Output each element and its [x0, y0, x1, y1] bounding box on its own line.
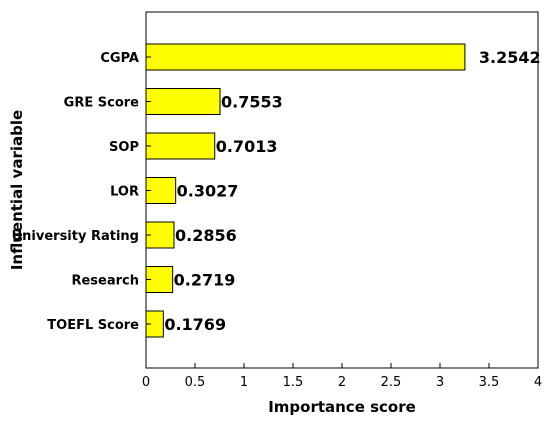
- x-tick-label: 0: [142, 375, 150, 390]
- category-label: SOP: [109, 140, 139, 155]
- x-tick-label: 3.5: [479, 375, 500, 390]
- data-label: 0.7013: [216, 137, 278, 156]
- category-label: University Rating: [12, 229, 139, 244]
- bar-cgpa: [145, 43, 466, 71]
- x-tick-label: 1: [240, 375, 248, 390]
- bar-sop: [145, 132, 216, 160]
- x-tick-label: 2.5: [381, 375, 402, 390]
- category-label: CGPA: [100, 51, 139, 66]
- data-label: 0.3027: [177, 182, 239, 201]
- category-labels-group: CGPA GRE Score SOP LOR University Rating Rese…: [12, 51, 151, 333]
- category-label: GRE Score: [64, 96, 139, 111]
- data-label: 0.7553: [221, 93, 283, 112]
- category-label: Research: [71, 274, 139, 289]
- x-tick-label: 1.5: [283, 375, 304, 390]
- x-tick-label: 3: [436, 375, 444, 390]
- x-tick-label: 4: [534, 375, 542, 390]
- data-label: 0.2719: [174, 271, 236, 290]
- y-axis-title: Influential variable: [8, 110, 26, 270]
- category-label: LOR: [110, 185, 139, 200]
- data-label: 3.2542: [479, 48, 541, 67]
- data-label: 0.1769: [164, 315, 226, 334]
- category-label: TOEFL Score: [47, 318, 139, 333]
- bar-gre-score: [145, 88, 221, 115]
- x-tick-label: 0.5: [185, 375, 206, 390]
- data-labels-group: 3.2542 0.7553 0.7013 0.3027 0.2856 0.2719 0.17…: [164, 48, 540, 334]
- bars-group: [145, 43, 466, 338]
- x-tick-label: 2: [338, 375, 346, 390]
- x-axis-title: Importance score: [268, 398, 416, 416]
- data-label: 0.2856: [175, 226, 237, 245]
- x-ticks-group: 0 0.5 1 1.5 2 2.5 3 3.5 4: [142, 363, 542, 390]
